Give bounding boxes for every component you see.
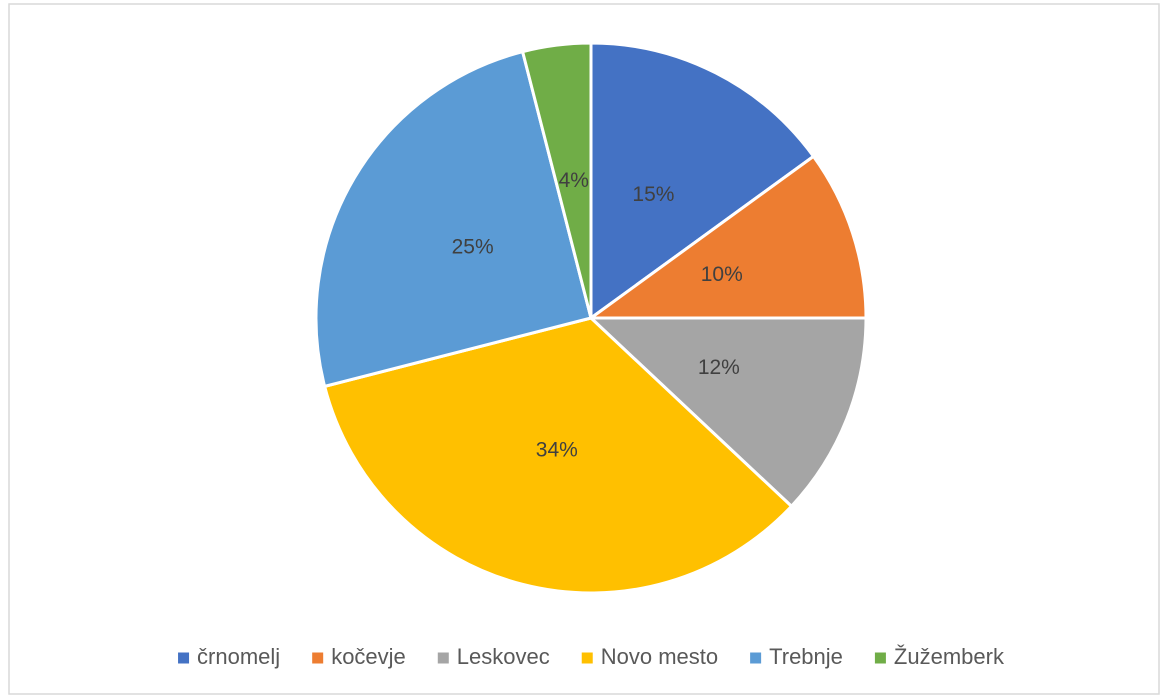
data-label: 15%	[632, 183, 674, 206]
legend-swatch	[874, 652, 886, 664]
data-label: 12%	[698, 356, 740, 379]
pie-slice	[586, 154, 868, 320]
legend-swatch	[437, 652, 449, 664]
legend-swatch	[178, 652, 190, 664]
pie-slice	[322, 316, 794, 595]
pie-slice	[314, 49, 593, 389]
legend-label: Trebnje	[769, 644, 843, 669]
legend-label: kočevje	[331, 644, 406, 669]
data-label: 25%	[452, 236, 494, 259]
legend-swatch	[750, 652, 762, 664]
data-label: 4%	[559, 169, 589, 192]
legend-swatch	[581, 652, 593, 664]
data-label: 10%	[701, 263, 743, 286]
pie-slice	[520, 41, 593, 319]
data-label: 34%	[536, 439, 578, 462]
legend-label: Žužemberk	[894, 644, 1005, 669]
legend-label: Novo mesto	[601, 644, 718, 669]
legend-swatch	[312, 652, 324, 664]
pie-slice	[589, 41, 816, 321]
legend-label: črnomelj	[197, 644, 280, 669]
pie-slice	[587, 316, 868, 509]
legend-label: Leskovec	[457, 644, 550, 669]
